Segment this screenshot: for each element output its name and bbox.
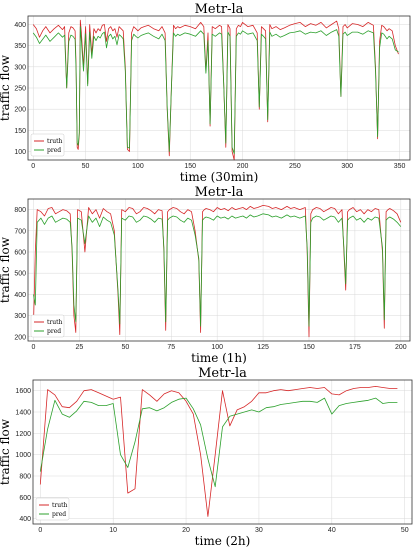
y-axis-label: traffic flow (0, 54, 12, 121)
x-tick-label: 200 (395, 344, 407, 351)
legend-label-pred: pred (47, 328, 61, 335)
legend-label-truth: truth (47, 138, 63, 145)
plot-area (33, 380, 412, 524)
chart-panel-1h: 0 25 50 75 100 125 150 175 200 200 300 400 500 600 700… (0, 183, 420, 366)
y-tick-label: 100 (14, 149, 26, 156)
y-tick-label: 600 (14, 249, 26, 256)
plot-frame (27, 198, 411, 342)
chart-panel-2h: 0 10 20 30 40 50 400 600 800 1000 1200 1400 1600 Metr… (0, 366, 420, 550)
y-axis-label: traffic flow (0, 418, 12, 485)
x-tick-label: 200 (237, 163, 249, 170)
series-line-pred (39, 397, 398, 488)
plot-frame (27, 15, 411, 161)
y-tick-label: 500 (14, 271, 26, 278)
y-tick-label: 200 (14, 107, 26, 114)
y-axis-label: traffic flow (0, 236, 12, 303)
x-tick-label: 50 (401, 527, 409, 534)
plot-area (28, 199, 410, 341)
y-tick-label: 800 (19, 474, 31, 481)
y-tick-label: 600 (19, 495, 31, 502)
x-tick-label: 25 (76, 344, 84, 351)
x-tick-label: 40 (328, 527, 336, 534)
x-tick-label: 50 (121, 344, 129, 351)
x-axis-label: time (1h) (191, 351, 247, 365)
series-line-pred (32, 26, 399, 155)
y-tick-label: 1600 (15, 388, 31, 395)
x-tick-label: 350 (394, 163, 406, 170)
series-line-pred (33, 213, 402, 327)
x-tick-label: 20 (182, 527, 190, 534)
y-tick-label: 800 (14, 207, 26, 214)
legend-label-pred: pred (47, 147, 61, 154)
x-tick-label: 0 (32, 344, 36, 351)
x-tick-label: 300 (341, 163, 353, 170)
x-axis-label: time (30min) (180, 170, 259, 183)
y-tick-label: 1000 (15, 452, 31, 459)
y-tick-label: 250 (14, 86, 26, 93)
y-tick-label: 400 (19, 516, 31, 523)
y-tick-label: 150 (14, 128, 26, 135)
chart-2h: 0 10 20 30 40 50 400 600 800 1000 1200 1400 1600 Metr… (0, 366, 413, 548)
y-tick-label: 300 (14, 313, 26, 320)
y-tick-label: 400 (14, 22, 26, 29)
x-tick-label: 250 (289, 163, 301, 170)
legend-label-truth: truth (52, 502, 68, 509)
chart-title: Metr-la (198, 366, 247, 381)
x-tick-label: 100 (211, 344, 223, 351)
x-tick-label: 150 (303, 344, 315, 351)
y-tick-label: 1400 (15, 410, 31, 417)
y-tick-label: 400 (14, 292, 26, 299)
chart-title: Metr-la (195, 2, 244, 17)
legend-label-pred: pred (52, 511, 66, 518)
x-tick-label: 75 (167, 344, 175, 351)
x-tick-label: 125 (257, 344, 269, 351)
chart-1h: 0 25 50 75 100 125 150 175 200 200 300 400 500 600 700… (0, 185, 411, 365)
y-tick-label: 300 (14, 64, 26, 71)
plot-frame (32, 379, 413, 525)
y-tick-label: 700 (14, 228, 26, 235)
legend-label-truth: truth (47, 319, 63, 326)
chart-30min: 0 50 100 150 200 250 300 350 100 150 200 250 300 350 4… (0, 2, 411, 183)
x-tick-label: 150 (184, 163, 196, 170)
x-tick-label: 50 (82, 163, 90, 170)
y-tick-label: 1200 (15, 431, 31, 438)
x-tick-label: 175 (349, 344, 361, 351)
chart-panel-30min: 0 50 100 150 200 250 300 350 100 150 200 250 300 350 4… (0, 0, 420, 183)
x-tick-label: 30 (255, 527, 263, 534)
x-axis-label: time (2h) (195, 534, 251, 548)
series-line-truth (39, 385, 398, 517)
x-tick-label: 100 (132, 163, 144, 170)
y-tick-label: 350 (14, 43, 26, 50)
x-tick-label: 0 (38, 527, 42, 534)
x-tick-label: 10 (109, 527, 117, 534)
x-tick-label: 0 (31, 163, 35, 170)
chart-title: Metr-la (195, 185, 244, 200)
y-tick-label: 200 (14, 334, 26, 341)
